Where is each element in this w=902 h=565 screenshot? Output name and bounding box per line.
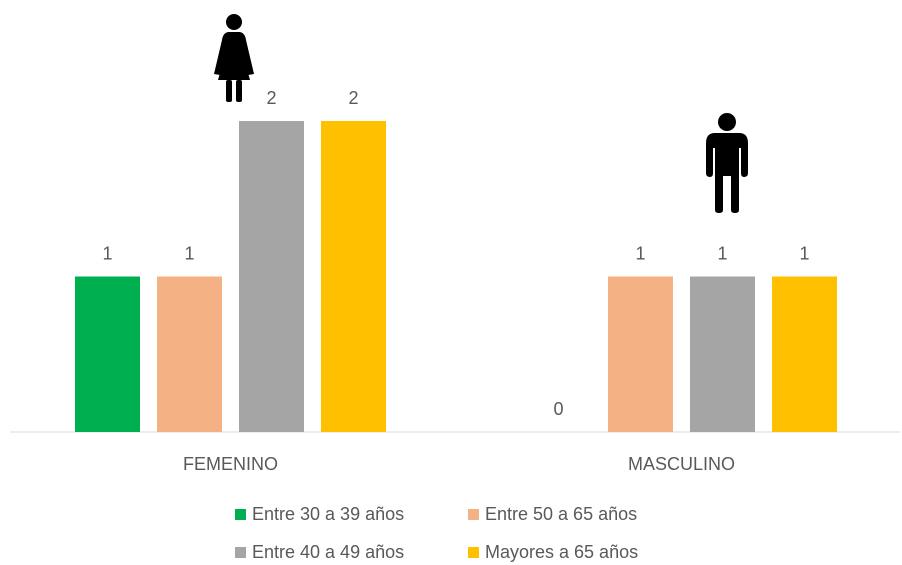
bar [690, 276, 755, 432]
legend-swatch [468, 547, 479, 558]
legend-swatch [468, 509, 479, 520]
legend-label: Entre 50 a 65 años [485, 504, 637, 524]
male-icon [706, 113, 748, 213]
female-icon [214, 14, 254, 102]
bar [157, 276, 222, 432]
x-tick-label: MASCULINO [628, 454, 735, 474]
legend-swatch [235, 509, 246, 520]
bar [75, 276, 140, 432]
data-label: 2 [266, 88, 276, 108]
x-tick-label: FEMENINO [183, 454, 278, 474]
data-label: 2 [348, 88, 358, 108]
data-label: 1 [799, 243, 809, 263]
data-label: 0 [553, 399, 563, 419]
data-label: 1 [184, 243, 194, 263]
legend-swatch [235, 547, 246, 558]
legend-label: Mayores a 65 años [485, 542, 638, 562]
legend-label: Entre 40 a 49 años [252, 542, 404, 562]
data-label: 1 [717, 243, 727, 263]
bar [608, 276, 673, 432]
legend-label: Entre 30 a 39 años [252, 504, 404, 524]
bar [772, 276, 837, 432]
data-label: 1 [102, 243, 112, 263]
data-label: 1 [635, 243, 645, 263]
bar [321, 121, 386, 432]
bar [239, 121, 304, 432]
